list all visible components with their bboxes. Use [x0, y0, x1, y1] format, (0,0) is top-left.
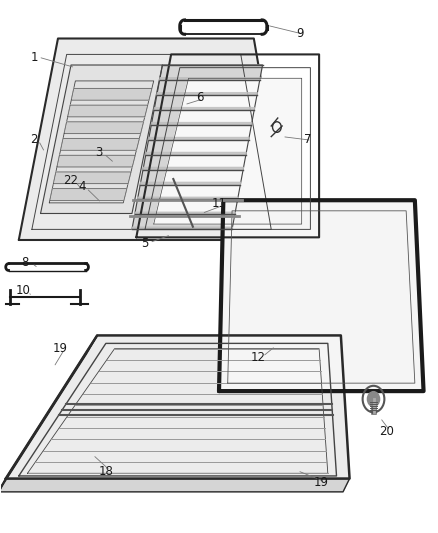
Polygon shape [60, 139, 139, 150]
Text: 5: 5 [141, 237, 148, 250]
Polygon shape [0, 335, 97, 497]
Text: 19: 19 [314, 477, 329, 489]
Text: 8: 8 [21, 256, 29, 269]
Polygon shape [41, 65, 162, 214]
Circle shape [367, 392, 380, 407]
Polygon shape [19, 38, 289, 240]
Polygon shape [160, 78, 260, 80]
Polygon shape [50, 189, 127, 200]
Polygon shape [138, 197, 238, 199]
Polygon shape [0, 479, 350, 492]
Polygon shape [143, 167, 244, 169]
Polygon shape [154, 78, 302, 224]
Polygon shape [57, 155, 135, 167]
Polygon shape [135, 212, 235, 214]
Text: 10: 10 [16, 284, 31, 297]
Text: 20: 20 [379, 425, 394, 439]
Polygon shape [148, 138, 249, 140]
Polygon shape [68, 105, 148, 117]
Polygon shape [71, 88, 152, 100]
Text: 1: 1 [30, 51, 38, 63]
Text: 19: 19 [53, 342, 67, 354]
Polygon shape [154, 108, 254, 110]
Text: 9: 9 [296, 27, 303, 39]
Polygon shape [140, 182, 241, 184]
Text: 6: 6 [196, 91, 203, 104]
Text: 12: 12 [251, 351, 266, 364]
Polygon shape [219, 200, 424, 391]
Text: 3: 3 [95, 146, 103, 159]
Polygon shape [157, 93, 258, 95]
Polygon shape [6, 335, 350, 479]
Polygon shape [146, 152, 246, 155]
Polygon shape [132, 65, 262, 229]
Text: 4: 4 [78, 181, 86, 193]
Text: 7: 7 [304, 133, 312, 146]
Polygon shape [53, 172, 131, 184]
Polygon shape [152, 123, 252, 125]
Text: 2: 2 [30, 133, 38, 146]
Polygon shape [132, 227, 233, 229]
Text: 18: 18 [99, 465, 113, 478]
Text: 22: 22 [64, 174, 78, 187]
Text: 11: 11 [212, 197, 226, 211]
Polygon shape [64, 122, 144, 134]
